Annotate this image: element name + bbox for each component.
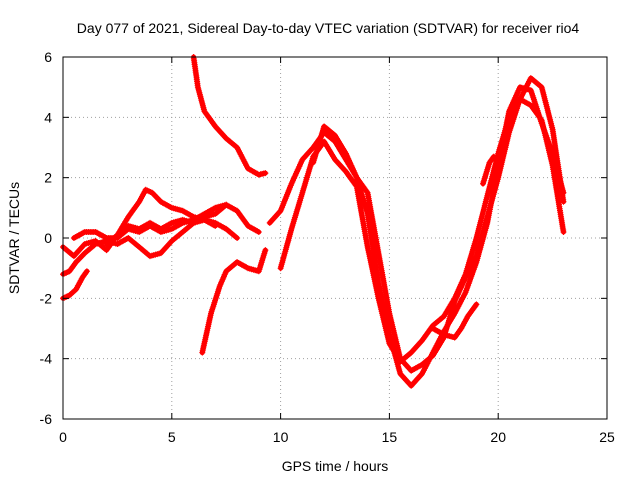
series-markers <box>310 75 567 374</box>
y-tick-label: 2 <box>44 170 52 186</box>
y-tick-label: -4 <box>40 351 53 367</box>
axis-ticks: 0 5 10 15 20 25 -6 -4 -2 0 2 4 6 <box>40 49 615 445</box>
y-tick-label: 6 <box>44 49 52 65</box>
x-tick-label: 5 <box>168 429 176 445</box>
x-axis-label: GPS time / hours <box>282 458 389 474</box>
y-tick-label: 4 <box>44 109 52 125</box>
series-track-d <box>103 186 241 247</box>
series-markers <box>480 153 502 187</box>
x-tick-label: 25 <box>599 429 615 445</box>
series-markers <box>199 247 269 356</box>
series-track-l <box>480 153 502 187</box>
x-tick-label: 0 <box>59 429 67 445</box>
x-tick-label: 15 <box>382 429 398 445</box>
x-tick-label: 20 <box>490 429 506 445</box>
chart-title: Day 077 of 2021, Sidereal Day-to-day VTE… <box>77 20 580 36</box>
y-tick-label: -6 <box>40 411 53 427</box>
series-track-c <box>70 201 262 241</box>
series-track-g <box>199 247 269 356</box>
grid-lines <box>63 57 607 419</box>
y-tick-label: 0 <box>44 230 52 246</box>
y-axis-label: SDTVAR / TECUs <box>6 182 22 294</box>
series-track-k <box>429 301 480 341</box>
y-tick-label: -2 <box>40 290 53 306</box>
x-tick-label: 10 <box>273 429 289 445</box>
series-track-j <box>310 75 567 374</box>
series-markers <box>103 186 241 247</box>
series-markers <box>429 301 480 341</box>
